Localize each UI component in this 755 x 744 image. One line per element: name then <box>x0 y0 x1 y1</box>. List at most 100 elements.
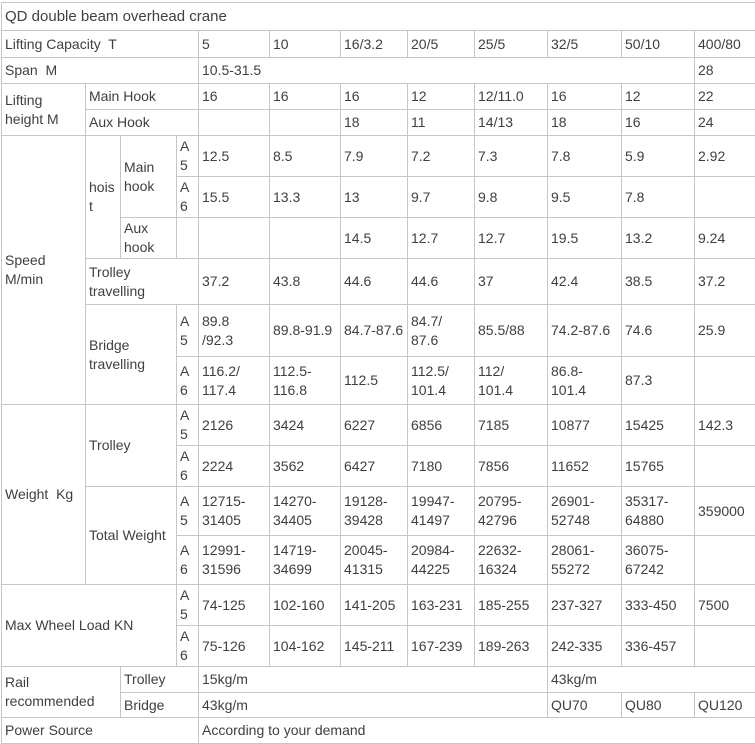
capacity-value-cell: 25/5 <box>475 31 548 58</box>
weight-trolley-a5-row: Weight Kg Trolley A5 2126 3424 6227 6856… <box>2 405 755 446</box>
aux-hook-height-row: Aux Hook 18 11 14/13 18 16 24 <box>2 110 755 136</box>
hoist-label: hoist <box>86 136 121 259</box>
power-source-label: Power Source <box>2 718 199 744</box>
value-cell: 85.5/88 <box>475 305 548 357</box>
max-wheel-a5-row: Max Wheel Load KN A5 74-125 102-160 141-… <box>2 585 755 626</box>
value-cell: 12 <box>622 84 695 110</box>
value-cell: 9.24 <box>695 218 755 259</box>
rail-trolley-left-cell: 15kg/m <box>199 667 548 693</box>
main-hook-height-row: Lifting height M Main Hook 16 16 16 12 1… <box>2 84 755 110</box>
grade-cell: A6 <box>177 177 199 218</box>
lifting-height-label: Lifting height M <box>2 84 86 136</box>
value-cell: 25.9 <box>695 305 755 357</box>
grade-cell: A6 <box>177 536 199 585</box>
value-cell: 44.6 <box>408 259 475 305</box>
value-cell <box>695 626 755 667</box>
rail-model-cell: QU120 <box>695 693 755 718</box>
value-cell: 9.8 <box>475 177 548 218</box>
value-cell: 112.5- 116.8 <box>270 357 341 405</box>
value-cell: 9.5 <box>548 177 622 218</box>
rail-trolley-right-cell: 43kg/m <box>548 667 755 693</box>
value-cell: 20045- 41315 <box>341 536 408 585</box>
value-cell: 237-327 <box>548 585 622 626</box>
value-cell: 89.8 /92.3 <box>199 305 270 357</box>
hoist-main-a5-row: Speed M/min hoist Main hook A5 12.5 8.5 … <box>2 136 755 177</box>
value-cell: 12.7 <box>408 218 475 259</box>
value-cell: 6856 <box>408 405 475 446</box>
span-range-cell: 10.5-31.5 <box>199 58 695 84</box>
value-cell: 12 <box>408 84 475 110</box>
grade-cell: A5 <box>177 305 199 357</box>
value-cell: 12/11.0 <box>475 84 548 110</box>
value-cell: 7.2 <box>408 136 475 177</box>
value-cell: 2224 <box>199 446 270 487</box>
value-cell: 8.5 <box>270 136 341 177</box>
value-cell <box>270 110 341 136</box>
value-cell: 37 <box>475 259 548 305</box>
grade-cell: A5 <box>177 136 199 177</box>
bridge-travelling-label: Bridge travelling <box>86 305 177 405</box>
value-cell: 14719- 34699 <box>270 536 341 585</box>
value-cell: 141-205 <box>341 585 408 626</box>
max-wheel-load-label: Max Wheel Load KN <box>2 585 177 667</box>
value-cell: 163-231 <box>408 585 475 626</box>
span-label: Span M <box>2 58 199 84</box>
capacity-value-cell: 16/3.2 <box>341 31 408 58</box>
value-cell: 18 <box>341 110 408 136</box>
rail-recommended-label: Rail recommended <box>2 667 121 718</box>
value-cell: 10877 <box>548 405 622 446</box>
value-cell: 12.5 <box>199 136 270 177</box>
value-cell: 84.7/ 87.6 <box>408 305 475 357</box>
value-cell: 12991- 31596 <box>199 536 270 585</box>
value-cell: 37.2 <box>199 259 270 305</box>
value-cell: 7.3 <box>475 136 548 177</box>
value-cell: 7.8 <box>622 177 695 218</box>
capacity-value-cell: 32/5 <box>548 31 622 58</box>
value-cell: 16 <box>270 84 341 110</box>
rail-bridge-left-cell: 43kg/m <box>199 693 548 718</box>
value-cell: 26901- 52748 <box>548 487 622 536</box>
trolley-travelling-row: Trolley travelling 37.2 43.8 44.6 44.6 3… <box>2 259 755 305</box>
capacity-value-cell: 400/80 <box>695 31 755 58</box>
speed-label: Speed M/min <box>2 136 86 405</box>
grade-cell: A6 <box>177 357 199 405</box>
grade-cell: A5 <box>177 405 199 446</box>
value-cell: 16 <box>622 110 695 136</box>
value-cell: 16 <box>548 84 622 110</box>
value-cell <box>695 177 755 218</box>
value-cell: 6227 <box>341 405 408 446</box>
value-cell: 112.5/ 101.4 <box>408 357 475 405</box>
capacity-value-cell: 5 <box>199 31 270 58</box>
value-cell: 12715- 31405 <box>199 487 270 536</box>
value-cell: 15.5 <box>199 177 270 218</box>
value-cell <box>199 110 270 136</box>
value-cell: 2.92 <box>695 136 755 177</box>
value-cell: 7500 <box>695 585 755 626</box>
value-cell: 43.8 <box>270 259 341 305</box>
value-cell: 14.5 <box>341 218 408 259</box>
value-cell: 104-162 <box>270 626 341 667</box>
value-cell: 75-126 <box>199 626 270 667</box>
grade-cell: A6 <box>177 446 199 487</box>
value-cell <box>270 218 341 259</box>
aux-hook-label: Aux Hook <box>86 110 199 136</box>
value-cell: 15765 <box>622 446 695 487</box>
grade-cell <box>177 218 199 259</box>
value-cell: 3562 <box>270 446 341 487</box>
value-cell: 189-263 <box>475 626 548 667</box>
value-cell: 359000 <box>695 487 755 536</box>
span-row: Span M 10.5-31.5 28 <box>2 58 755 84</box>
value-cell: 16 <box>199 84 270 110</box>
hoist-aux-hook-label: Aux hook <box>121 218 177 259</box>
span-last-cell: 28 <box>695 58 755 84</box>
value-cell <box>199 218 270 259</box>
value-cell: 87.3 <box>622 357 695 405</box>
value-cell: 13 <box>341 177 408 218</box>
rail-trolley-row: Rail recommended Trolley 15kg/m 43kg/m <box>2 667 755 693</box>
value-cell: 7.9 <box>341 136 408 177</box>
lifting-capacity-label: Lifting Capacity T <box>2 31 199 58</box>
main-hook-label: Main Hook <box>86 84 199 110</box>
value-cell: 22 <box>695 84 755 110</box>
capacity-value-cell: 20/5 <box>408 31 475 58</box>
value-cell: 3424 <box>270 405 341 446</box>
